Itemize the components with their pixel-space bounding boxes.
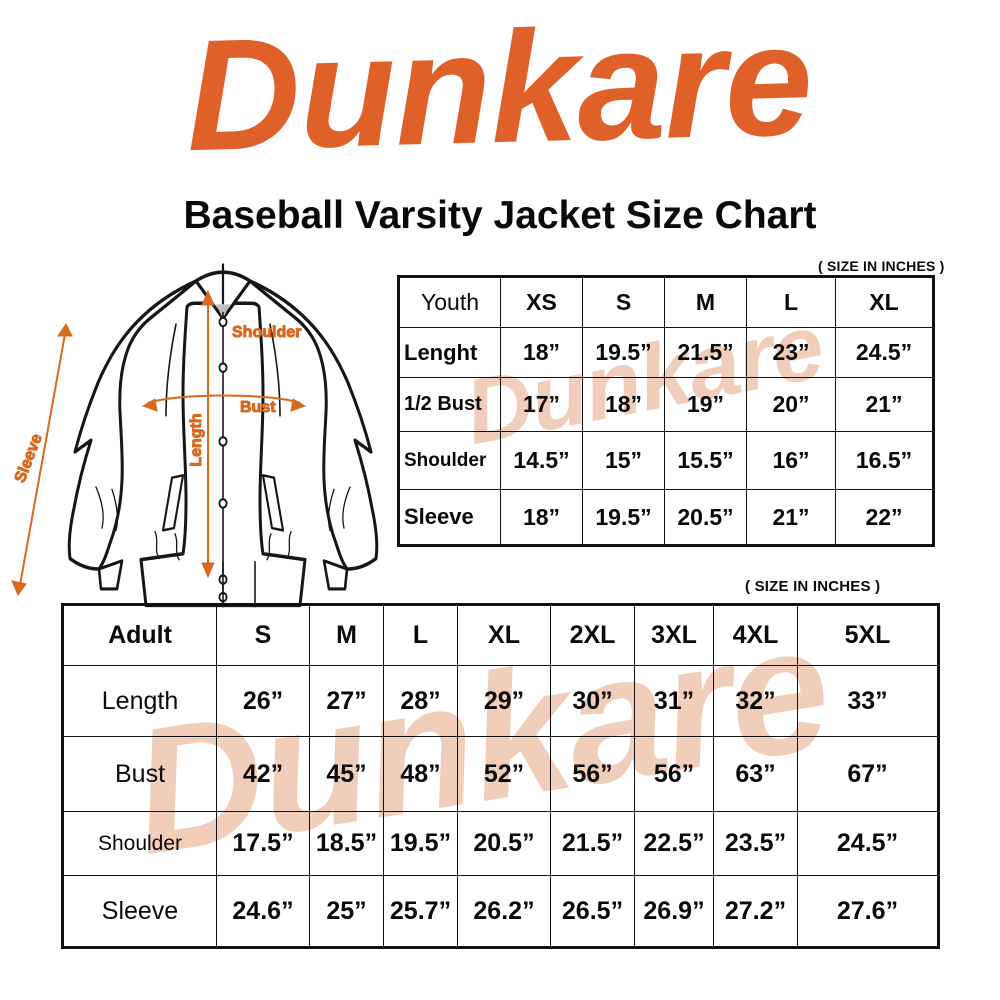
svg-text:Bust: Bust (240, 399, 276, 416)
svg-text:Sleeve: Sleeve (12, 432, 46, 486)
svg-text:Dunkare: Dunkare (184, 0, 814, 184)
svg-text:Shoulder: Shoulder (232, 324, 301, 341)
svg-text:Baseball Varsity Jacket Size C: Baseball Varsity Jacket Size Chart (183, 194, 816, 237)
svg-text:Length: Length (188, 413, 205, 466)
